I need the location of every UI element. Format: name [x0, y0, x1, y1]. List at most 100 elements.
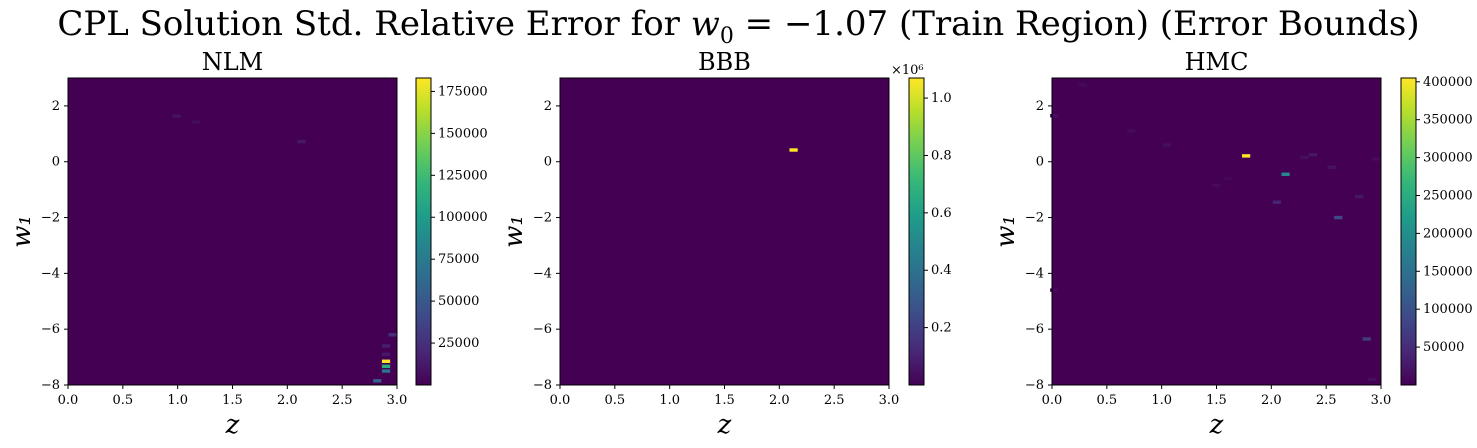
heatmap-cell — [1308, 153, 1318, 157]
y-tick-label: 0 — [52, 155, 60, 170]
x-tick-label: 2.0 — [769, 393, 790, 408]
heatmap-cell — [172, 114, 181, 118]
y-tick-label: −2 — [1025, 211, 1044, 226]
y-tick-label: 2 — [1036, 99, 1044, 114]
colorbar-tick-label: 400000 — [1423, 75, 1473, 90]
y-tick-label: −6 — [41, 322, 60, 337]
heatmap-cell — [381, 352, 391, 357]
y-tick-label: 0 — [1036, 155, 1044, 170]
colorbar-tick-label: 50000 — [438, 294, 479, 309]
y-tick-label: −2 — [41, 211, 60, 226]
panel-title: BBB — [698, 48, 751, 76]
heatmap-cell — [192, 120, 201, 124]
colorbar-tick-label: 300000 — [1423, 151, 1473, 166]
heatmap-cell — [789, 148, 798, 152]
colorbar-tick-label: 0.8 — [931, 148, 952, 163]
y-tick-label: 0 — [544, 155, 552, 170]
y-tick-label: −6 — [533, 322, 552, 337]
heatmap-cell — [1371, 157, 1380, 161]
colorbar-tick-label: 125000 — [438, 168, 488, 183]
y-tick-label: −8 — [1025, 378, 1044, 393]
colorbar-tick-label: 150000 — [1423, 264, 1473, 279]
x-tick-label: 1.5 — [714, 393, 735, 408]
x-tick-label: 1.5 — [222, 393, 243, 408]
colorbar-tick-label: 50000 — [1423, 340, 1464, 355]
colorbar-tick-label: 175000 — [438, 84, 488, 99]
heatmap-cell — [1126, 129, 1136, 133]
x-tick-label: 2.5 — [824, 393, 845, 408]
heatmap-cell — [1050, 288, 1059, 292]
heatmap-cell — [381, 369, 391, 373]
x-tick-label: 1.0 — [1151, 393, 1172, 408]
x-tick-label: 1.0 — [167, 393, 188, 408]
heatmap-cell — [1050, 113, 1059, 118]
heatmap-cell — [1223, 176, 1232, 181]
y-tick-label: 2 — [544, 99, 552, 114]
heatmap-cell — [1212, 183, 1221, 188]
heatmap-background — [560, 78, 889, 385]
x-tick-label: 1.5 — [1206, 393, 1227, 408]
y-tick-label: −4 — [1025, 266, 1044, 281]
x-tick-label: 1.0 — [659, 393, 680, 408]
colorbar-tick-label: 0.4 — [931, 263, 952, 278]
colorbar-tick-label: 150000 — [438, 126, 488, 141]
heatmap-cell — [1368, 377, 1377, 382]
heatmap-cell — [1300, 155, 1309, 160]
colorbar-tick-label: 1.0 — [931, 91, 952, 106]
x-tick-label: 2.5 — [1316, 393, 1337, 408]
colorbar-tick-label: 0.2 — [931, 321, 952, 336]
panel-title: HMC — [1185, 48, 1249, 76]
y-tick-label: −4 — [41, 266, 60, 281]
panel-title: NLM — [202, 48, 264, 76]
x-axis-label: z — [717, 410, 732, 440]
colorbar — [908, 77, 925, 386]
colorbar-tick-label: 350000 — [1423, 113, 1473, 128]
x-tick-label: 0.0 — [1042, 393, 1063, 408]
figure-title: CPL Solution Std. Relative Error for w0 … — [57, 4, 1420, 49]
x-axis-label: z — [1209, 410, 1224, 440]
colorbar-scale-label: ×10⁶ — [891, 63, 924, 78]
y-tick-label: −2 — [533, 211, 552, 226]
y-tick-label: −6 — [1025, 322, 1044, 337]
y-axis-label: w₁ — [991, 215, 1021, 248]
y-tick-label: −8 — [533, 378, 552, 393]
heatmap-cell — [1327, 165, 1336, 170]
x-tick-label: 0.0 — [58, 393, 79, 408]
x-tick-label: 0.0 — [550, 393, 571, 408]
x-tick-label: 0.5 — [1096, 393, 1117, 408]
colorbar-tick-label: 250000 — [1423, 188, 1473, 203]
colorbar — [415, 77, 432, 386]
heatmap-cell — [388, 333, 397, 337]
heatmap-cell — [381, 359, 391, 363]
heatmap-cell — [1272, 200, 1281, 204]
heatmap-cell — [1241, 154, 1251, 158]
y-axis-label: w₁ — [499, 215, 529, 248]
x-tick-label: 0.5 — [112, 393, 133, 408]
heatmap-background — [68, 78, 397, 385]
y-tick-label: 2 — [52, 99, 60, 114]
x-tick-label: 2.5 — [332, 393, 353, 408]
x-axis-label: z — [225, 410, 240, 440]
heatmap-cell — [1354, 194, 1364, 199]
x-tick-label: 2.0 — [277, 393, 298, 408]
heatmap-cell — [381, 364, 391, 369]
heatmap-cell — [297, 139, 306, 144]
heatmap-cell — [1078, 83, 1087, 87]
x-tick-label: 0.5 — [604, 393, 625, 408]
colorbar — [1400, 77, 1417, 386]
colorbar-tick-label: 200000 — [1423, 226, 1473, 241]
heatmap-cell — [1362, 337, 1371, 341]
heatmap-cell — [1334, 215, 1343, 220]
heatmap-cell — [373, 379, 382, 383]
colorbar-tick-label: 100000 — [1423, 302, 1473, 317]
x-tick-label: 2.0 — [1261, 393, 1282, 408]
y-tick-label: −4 — [533, 266, 552, 281]
heatmap-cell — [381, 344, 391, 348]
colorbar-tick-label: 100000 — [438, 210, 488, 225]
heatmap-background — [1052, 78, 1381, 385]
colorbar-tick-label: 0.6 — [931, 206, 952, 221]
